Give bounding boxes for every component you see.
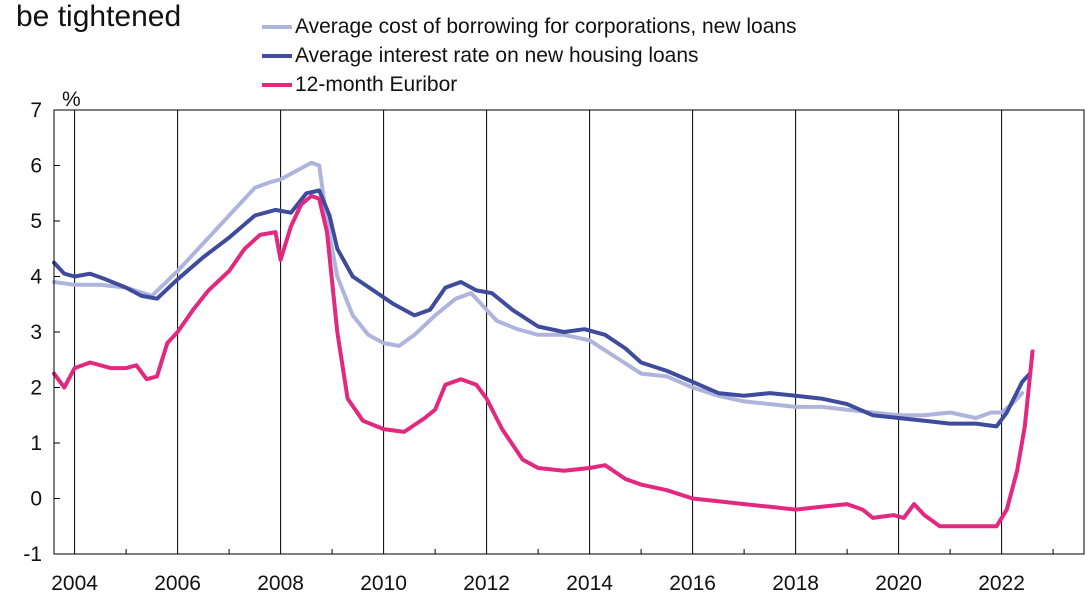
legend-label-euribor: 12-month Euribor [295, 73, 458, 96]
x-tick-label-2020: 2020 [875, 572, 922, 594]
y-tick-label-0: 0 [30, 488, 42, 511]
y-tick-label-2: 2 [30, 377, 42, 400]
series-lines [52, 160, 1035, 529]
x-tick-label-2008: 2008 [257, 572, 304, 594]
y-tick-label-6: 6 [30, 155, 42, 178]
x-tick-label-2006: 2006 [154, 572, 201, 594]
x-tick-label-2014: 2014 [566, 572, 613, 594]
y-tick-label-3: 3 [30, 321, 42, 344]
legend-label-corporate-borrowing: Average cost of borrowing for corporatio… [295, 15, 797, 38]
grid-lines [74, 110, 1003, 554]
legend-label-housing-loans: Average interest rate on new housing loa… [295, 44, 699, 67]
chart-title: be tightened [16, 0, 182, 33]
y-axis-unit-label: % [62, 88, 81, 111]
y-tick-label-4: 4 [30, 266, 42, 289]
legend-item-housing-loans: Average interest rate on new housing loa… [262, 41, 797, 70]
legend-swatch-corporate-borrowing [262, 24, 292, 29]
tick-labels: 2004 2006 2008 2010 2012 2014 2016 2018 2020 2022… [23, 99, 1025, 594]
chart-legend: Average cost of borrowing for corporatio… [262, 12, 797, 99]
legend-swatch-euribor [262, 82, 292, 87]
x-tick-label-2018: 2018 [772, 572, 819, 594]
x-tick-label-2012: 2012 [463, 572, 510, 594]
x-tick-label-2010: 2010 [360, 572, 407, 594]
axes [53, 109, 1085, 555]
x-tick-label-2016: 2016 [669, 572, 716, 594]
x-tick-label-2004: 2004 [51, 572, 98, 594]
plot-frame [53, 109, 1085, 555]
y-tick-label-5: 5 [30, 210, 42, 233]
euribor-line [52, 194, 1035, 529]
legend-item-corporate-borrowing: Average cost of borrowing for corporatio… [262, 12, 797, 41]
housing-loans-line [52, 188, 1032, 429]
legend-item-euribor: 12-month Euribor [262, 70, 797, 99]
y-tick-label--1: -1 [23, 543, 42, 566]
x-tick-label-2022: 2022 [978, 572, 1025, 594]
y-tick-label-7: 7 [30, 99, 42, 122]
legend-swatch-housing-loans [262, 53, 292, 58]
y-tick-label-1: 1 [30, 432, 42, 455]
corporate-borrowing-line [52, 160, 1025, 420]
